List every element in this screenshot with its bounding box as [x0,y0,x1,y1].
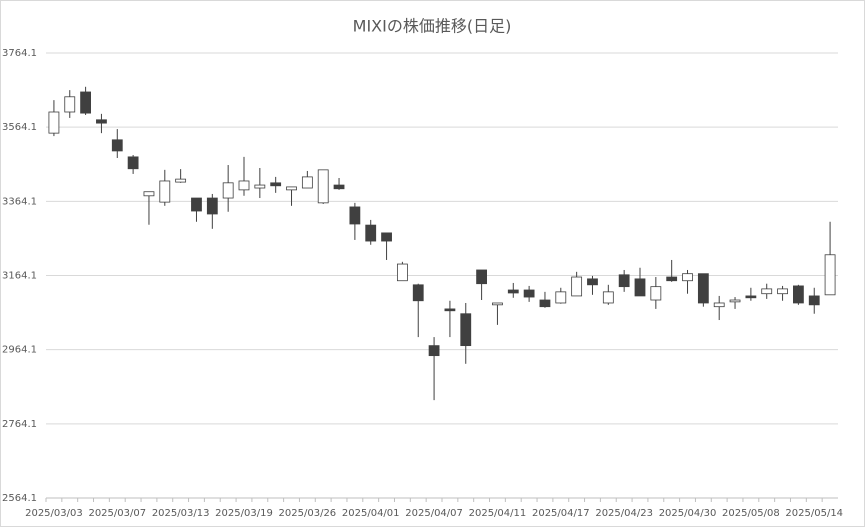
candle-body [602,291,614,304]
candle-body [254,184,266,189]
candle-body [175,178,187,183]
candle-body [666,276,678,282]
x-tick-label: 2025/03/19 [215,508,273,519]
candle-body [713,302,725,308]
candle-body [159,180,171,203]
candle-body [523,289,535,298]
x-tick-label: 2025/04/11 [469,508,527,519]
y-tick-label: 2564.1 [2,493,37,504]
x-tick-label: 2025/03/26 [279,508,337,519]
candle-body [222,182,234,199]
x-tick-label: 2025/05/14 [785,508,843,519]
candle-body [634,278,646,297]
x-tick-label: 2025/04/30 [659,508,717,519]
x-tick-label: 2025/03/03 [25,508,83,519]
candle-body [238,180,250,191]
candle-body [365,224,377,242]
candle-body [301,176,313,189]
candle-body [143,191,155,197]
x-tick-label: 2025/03/13 [152,508,210,519]
candle-body [808,295,820,306]
x-tick-label: 2025/04/23 [595,508,653,519]
candle-body [428,345,440,357]
candle-body [555,291,567,304]
x-tick-label: 2025/04/17 [532,508,590,519]
candle-body [507,289,519,294]
candle-body [396,263,408,282]
x-tick-label: 2025/05/08 [722,508,780,519]
candle-body [476,269,488,285]
x-tick-label: 2025/03/07 [88,508,146,519]
candle-body [697,273,709,304]
candle-body [618,274,630,288]
candle-body [460,313,472,347]
candle-body [191,197,202,212]
candle-body [317,169,329,204]
x-tick-label: 2025/04/01 [342,508,400,519]
candle-body [96,119,107,124]
candle-body [729,299,741,303]
candle-body [412,284,424,302]
candle-body [286,186,297,191]
candle-body [270,182,282,187]
y-tick-label: 2964.1 [2,345,37,356]
y-tick-label: 3164.1 [2,271,37,282]
candle-body [48,111,60,134]
candle-body [349,206,361,225]
y-tick-label: 3364.1 [2,196,37,207]
candle-body [111,139,123,152]
candle-body [381,232,392,242]
candle-body [587,278,598,286]
y-tick-label: 3564.1 [2,122,37,133]
candle-body [745,295,757,299]
chart-title: MIXIの株価推移(日足) [353,17,512,36]
y-tick-label: 3764.1 [2,48,37,59]
candle-body [539,299,551,308]
candle-body [492,302,503,306]
candle-body [80,91,91,114]
candle-body [761,288,773,295]
candle-body [682,273,693,282]
candle-body [793,285,804,304]
candle-body [824,254,836,296]
candle-body [650,286,662,301]
candle-body [64,96,76,113]
candle-body [127,156,139,170]
candle-body [444,308,456,312]
candle-body [571,276,583,297]
x-tick-label: 2025/04/07 [405,508,463,519]
candle-body [333,184,345,190]
y-tick-label: 2764.1 [2,419,37,430]
candle-body [206,197,218,215]
candle-body [777,288,788,295]
